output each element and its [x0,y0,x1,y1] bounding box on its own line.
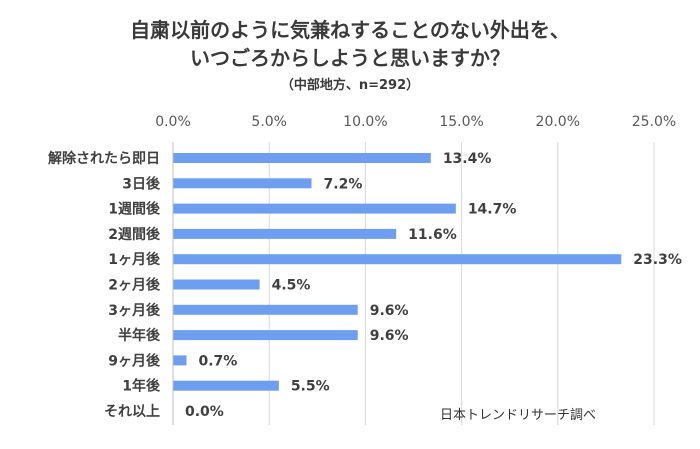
chart-title-line1: 自粛以前のように気兼ねすることのない外出を、 [130,18,570,42]
category-label: 解除されたら即日 [48,150,160,167]
x-tick-label: 15.0% [439,114,483,130]
category-label: 2週間後 [108,226,161,243]
chart-subtitle: （中部地方、n=292） [280,78,420,93]
bar [173,203,456,214]
category-label: それ以上 [104,404,160,420]
category-label: 2ヶ月後 [108,277,161,294]
data-label: 7.2% [324,176,363,192]
bar [173,228,397,239]
data-label: 13.4% [443,151,492,167]
data-label: 14.7% [468,202,517,218]
data-label: 9.6% [370,328,409,344]
bar [173,254,622,265]
data-label: 9.6% [370,303,409,319]
category-label: 3ヶ月後 [108,302,161,319]
source-note: 日本トレンドリサーチ調べ [440,408,597,423]
bar [173,153,431,163]
bar [173,279,260,290]
category-label: 9ヶ月後 [108,352,161,369]
x-tick-label: 10.0% [343,114,387,130]
data-label: 5.5% [291,379,330,395]
chart-title-line2: いつごろからしようと思いますか？ [190,46,510,70]
bar [173,304,358,315]
category-label: 半年後 [118,327,161,344]
data-label: 0.0% [185,404,224,420]
x-tick-label: 25.0% [632,114,676,130]
data-label: 4.5% [272,278,311,294]
category-label: 1週間後 [108,201,161,218]
bar [173,355,187,366]
x-tick-label: 0.0% [155,114,191,130]
x-tick-label: 20.0% [536,114,580,130]
bar [173,330,358,341]
bar [173,178,312,189]
category-label: 3日後 [122,175,161,192]
data-label: 23.3% [633,252,682,268]
category-label: 1ヶ月後 [108,251,161,268]
x-tick-label: 5.0% [251,114,287,130]
bar [173,380,279,391]
category-label: 1年後 [122,378,161,395]
data-label: 11.6% [408,227,457,243]
data-label: 0.7% [198,353,237,369]
